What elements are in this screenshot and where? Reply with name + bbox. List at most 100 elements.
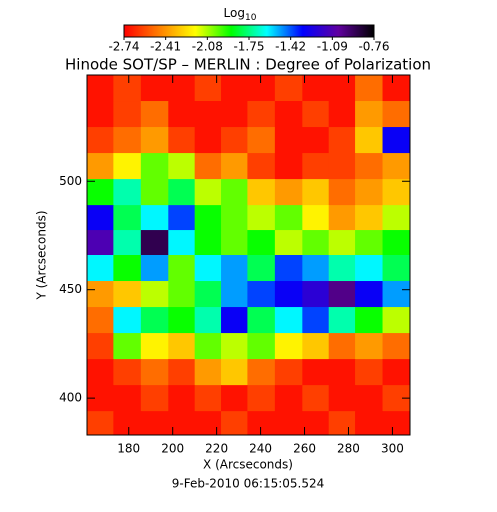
- heatmap-cell: [221, 333, 248, 360]
- y-tick-label: 450: [59, 282, 82, 296]
- heatmap-cell: [247, 75, 276, 102]
- colorbar-tick-label: -0.76: [358, 40, 389, 54]
- heatmap-cell: [302, 101, 330, 128]
- heatmap-cell: [328, 153, 356, 180]
- heatmap: [87, 75, 411, 436]
- heatmap-cell: [194, 230, 222, 256]
- heatmap-cell: [274, 101, 303, 128]
- heatmap-cell: [274, 127, 303, 154]
- heatmap-cell: [168, 333, 196, 360]
- chart-title: Hinode SOT/SP – MERLIN : Degree of Polar…: [65, 56, 431, 74]
- heatmap-cell: [355, 230, 384, 256]
- y-tick-label: 500: [59, 174, 82, 188]
- heatmap-cell: [140, 205, 169, 231]
- heatmap-cell: [328, 75, 356, 102]
- heatmap-cell: [140, 307, 169, 334]
- heatmap-cell: [168, 127, 196, 154]
- heatmap-cell: [247, 281, 276, 308]
- heatmap-cell: [194, 255, 222, 282]
- x-tick-label: 280: [337, 442, 360, 456]
- heatmap-cell: [168, 230, 196, 256]
- heatmap-cell: [168, 359, 196, 386]
- plot-frame: [86, 74, 411, 436]
- heatmap-cell: [87, 75, 114, 102]
- heatmap-cell: [113, 205, 142, 231]
- heatmap-cell: [247, 385, 276, 412]
- heatmap-cell: [328, 127, 356, 154]
- heatmap-cell: [355, 385, 384, 412]
- heatmap-cell: [113, 333, 142, 360]
- heatmap-cell: [247, 153, 276, 180]
- heatmap-cell: [140, 179, 169, 206]
- heatmap-cell: [302, 359, 330, 386]
- heatmap-cell: [113, 411, 142, 436]
- heatmap-cell: [328, 101, 356, 128]
- heatmap-cell: [113, 255, 142, 282]
- heatmap-cell: [355, 359, 384, 386]
- heatmap-cell: [113, 359, 142, 386]
- heatmap-cell: [168, 307, 196, 334]
- heatmap-cell: [302, 153, 330, 180]
- heatmap-cell: [168, 179, 196, 206]
- heatmap-cell: [113, 307, 142, 334]
- heatmap-cell: [221, 411, 248, 436]
- x-tick-label: 300: [381, 442, 404, 456]
- heatmap-cell: [87, 127, 114, 154]
- heatmap-cell: [168, 385, 196, 412]
- heatmap-cell: [194, 179, 222, 206]
- colorbar-tick-label: -2.74: [108, 40, 139, 54]
- x-tick-label: 260: [293, 442, 316, 456]
- heatmap-cell: [302, 307, 330, 334]
- heatmap-cell: [382, 153, 411, 180]
- heatmap-cell: [140, 153, 169, 180]
- heatmap-cell: [274, 205, 303, 231]
- heatmap-cell: [140, 255, 169, 282]
- heatmap-cell: [247, 205, 276, 231]
- heatmap-cell: [113, 101, 142, 128]
- heatmap-cell: [221, 307, 248, 334]
- heatmap-cell: [221, 179, 248, 206]
- colorbar-tick-label: -2.08: [192, 40, 223, 54]
- heatmap-cell: [194, 205, 222, 231]
- heatmap-cell: [168, 255, 196, 282]
- heatmap-cell: [274, 255, 303, 282]
- heatmap-cell: [247, 179, 276, 206]
- heatmap-cell: [382, 205, 411, 231]
- heatmap-cell: [221, 255, 248, 282]
- heatmap-cell: [140, 127, 169, 154]
- x-tick-label: 220: [205, 442, 228, 456]
- heatmap-cell: [302, 205, 330, 231]
- heatmap-cell: [274, 307, 303, 334]
- heatmap-cell: [168, 281, 196, 308]
- heatmap-cell: [87, 359, 114, 386]
- heatmap-cell: [274, 411, 303, 436]
- heatmap-cell: [382, 307, 411, 334]
- heatmap-cell: [168, 153, 196, 180]
- heatmap-cell: [221, 281, 248, 308]
- heatmap-cell: [194, 411, 222, 436]
- heatmap-cell: [194, 385, 222, 412]
- heatmap-cell: [87, 255, 114, 282]
- heatmap-cell: [382, 333, 411, 360]
- heatmap-cell: [113, 153, 142, 180]
- colorbar: [123, 24, 375, 38]
- heatmap-cell: [247, 333, 276, 360]
- colorbar-tick-label: -1.09: [317, 40, 348, 54]
- heatmap-cell: [302, 127, 330, 154]
- heatmap-cell: [87, 179, 114, 206]
- heatmap-cell: [221, 230, 248, 256]
- heatmap-cell: [140, 333, 169, 360]
- heatmap-cell: [113, 385, 142, 412]
- heatmap-cell: [328, 411, 356, 436]
- heatmap-cell: [247, 230, 276, 256]
- heatmap-cell: [274, 153, 303, 180]
- heatmap-cell: [355, 307, 384, 334]
- heatmap-cell: [247, 411, 276, 436]
- colorbar-tick-label: -1.42: [275, 40, 306, 54]
- heatmap-cell: [87, 205, 114, 231]
- heatmap-cell: [168, 101, 196, 128]
- heatmap-cell: [274, 179, 303, 206]
- heatmap-cell: [302, 230, 330, 256]
- colorbar-tick-label: -2.41: [150, 40, 181, 54]
- colorbar-label-main: Log: [224, 6, 245, 20]
